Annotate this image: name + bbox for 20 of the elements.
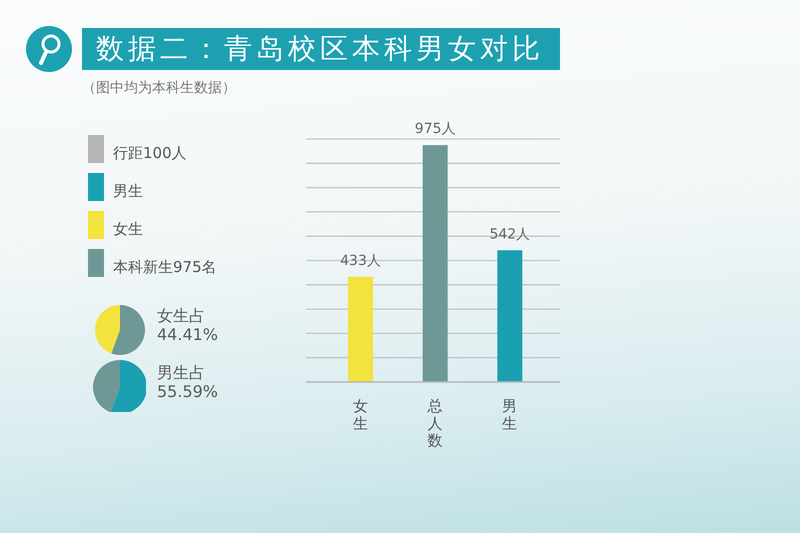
data-label: 542人 <box>489 226 530 242</box>
data-label: 433人 <box>340 252 381 269</box>
pie-slice <box>93 360 120 412</box>
legend-label: 女生 <box>113 220 143 238</box>
text: 44.41% <box>157 325 218 344</box>
text: （图中均为本科生数据） <box>82 79 236 97</box>
text: 行距100人 <box>113 144 187 162</box>
legend-label: 男生 <box>113 182 143 200</box>
text: 女生占 <box>157 306 206 325</box>
chart-title: 数据二：青岛校区本科男女对比 <box>82 28 560 70</box>
data-label: 975人 <box>414 121 456 138</box>
x-tick-label: 女生 <box>352 397 368 432</box>
pie-slice <box>110 360 146 412</box>
text: 男生占 <box>157 363 206 382</box>
x-tick-label: 总人数 <box>426 397 442 450</box>
pie-slice <box>111 305 145 355</box>
text: 55.59% <box>157 382 218 401</box>
x-tick-label: 男生 <box>502 397 518 432</box>
legend-label: 本科新生975名 <box>113 258 217 276</box>
pie-slice <box>95 305 120 354</box>
